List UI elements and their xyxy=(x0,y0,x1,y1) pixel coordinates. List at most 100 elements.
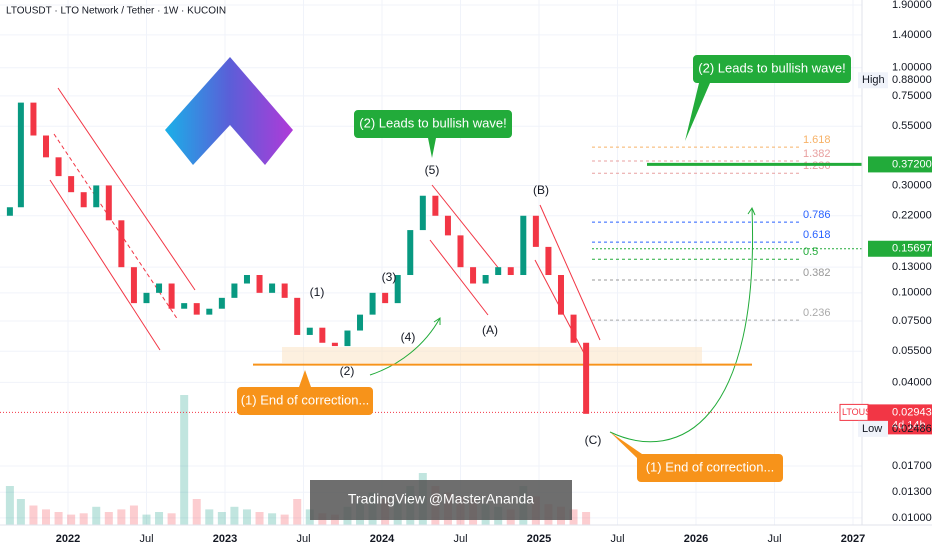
callouts: (2) Leads to bullish wave! (2) Leads to … xyxy=(237,55,851,482)
candle-body xyxy=(419,195,426,231)
volume-bar xyxy=(255,512,264,525)
x-tick-label: Jul xyxy=(139,533,153,545)
volume-bar xyxy=(180,395,189,525)
candle-body xyxy=(143,292,150,304)
watermark: TradingView @MasterAnanda xyxy=(348,491,534,507)
volume-bar xyxy=(192,499,201,525)
volume-bar xyxy=(117,509,126,525)
candle-body xyxy=(331,342,338,347)
candle-body xyxy=(444,215,451,236)
volume-bar xyxy=(293,499,302,525)
candle-body xyxy=(181,303,188,309)
candle-body xyxy=(55,157,62,177)
y-tick-label: 0.01000 xyxy=(892,512,932,524)
low-label: Low xyxy=(862,423,882,435)
y-tick-label: 0.05500 xyxy=(892,345,932,357)
wave-labels: (1) (2) (3) (4) (5) (A) (B) (C) xyxy=(310,163,602,447)
y-tick-label: 0.22000 xyxy=(892,210,932,222)
callout: (1) End of correction... xyxy=(646,459,775,474)
volume-bar xyxy=(142,514,151,525)
last-symbol: LTOUSDT xyxy=(842,407,884,417)
fib-label: 0.786 xyxy=(803,209,831,221)
volume-bar xyxy=(217,512,226,525)
candle-body xyxy=(319,327,326,343)
candle-body xyxy=(80,192,87,208)
wave-label: (B) xyxy=(533,183,549,197)
y-tick-label: 0.01700 xyxy=(892,460,932,472)
volume-bar xyxy=(129,505,138,525)
volume-bar xyxy=(305,509,314,525)
candle-body xyxy=(394,275,401,304)
countdown: 4d 14h xyxy=(892,419,926,431)
low-badge xyxy=(858,420,888,437)
y-tick-label: 1.90000 xyxy=(892,0,932,11)
candle-body xyxy=(557,275,564,315)
volume-bar xyxy=(16,499,25,525)
y-tick-label: 0.30000 xyxy=(892,179,932,191)
level-label: 0.37200 xyxy=(892,158,932,170)
candle-body xyxy=(520,215,527,276)
candle-body xyxy=(256,275,263,293)
candle-body xyxy=(269,283,276,293)
volume-bar xyxy=(155,512,164,525)
volume-bar xyxy=(230,506,239,525)
candle-body xyxy=(457,235,464,268)
candle-body xyxy=(243,275,250,284)
x-tick-label: 2023 xyxy=(213,533,237,545)
level-badge xyxy=(868,156,932,173)
high-label: High xyxy=(862,74,885,86)
last-price-label: 0.02943 xyxy=(892,406,932,418)
candle-body xyxy=(570,314,577,343)
wave-label: (A) xyxy=(482,323,498,337)
callout: (2) Leads to bullish wave! xyxy=(359,115,506,130)
wave-label: (5) xyxy=(425,163,440,177)
watermark-box xyxy=(310,480,572,520)
projection-arrows xyxy=(369,206,756,443)
volume-bar xyxy=(42,509,51,525)
y-tick-label: 0.01300 xyxy=(892,486,932,498)
channels xyxy=(49,87,601,356)
volume-bar xyxy=(79,513,88,525)
volume-bar xyxy=(582,512,591,525)
candle-body xyxy=(93,185,100,208)
candle-body xyxy=(407,230,414,276)
high-badge xyxy=(858,72,888,89)
x-tick-label: Jul xyxy=(296,533,310,545)
support-zone xyxy=(282,347,702,363)
x-tick-label: Jul xyxy=(453,533,467,545)
candle-body xyxy=(206,308,213,315)
fib-label: 0.5 xyxy=(803,246,818,258)
wave-label: (2) xyxy=(340,364,355,378)
candle-body xyxy=(17,102,24,208)
logo xyxy=(165,57,293,165)
x-tick-label: 2027 xyxy=(841,533,865,545)
candle-body xyxy=(218,297,225,309)
candle-body xyxy=(193,303,200,315)
callout: (1) End of correction... xyxy=(241,392,370,407)
level-label: 0.15697 xyxy=(892,243,932,255)
candle-body xyxy=(545,246,552,276)
volume-bar xyxy=(268,513,277,525)
y-tick-label: 0.75000 xyxy=(892,90,932,102)
candle-body xyxy=(43,135,50,158)
header: LTOUSDT · LTO Network / Tether · 1W · KU… xyxy=(6,6,226,17)
candle-body xyxy=(432,195,439,216)
candle-body xyxy=(30,102,37,136)
candle-body xyxy=(130,267,137,304)
x-tick-label: 2026 xyxy=(684,533,708,545)
candle-body xyxy=(344,330,351,347)
candle-body xyxy=(68,176,75,193)
candle-body xyxy=(6,207,13,216)
y-tick-label: 1.40000 xyxy=(892,29,932,41)
low-value: 0.02486 xyxy=(892,423,932,435)
x-tick-label: Jul xyxy=(610,533,624,545)
candle-body xyxy=(369,292,376,315)
candle-body xyxy=(281,283,288,298)
y-tick-label: 0.10000 xyxy=(892,287,932,299)
fib-label: 0.618 xyxy=(803,229,831,241)
fib-label: 1.382 xyxy=(803,148,831,160)
candle-body xyxy=(495,267,502,276)
volume-bar xyxy=(92,506,101,525)
candle-body xyxy=(532,215,539,247)
